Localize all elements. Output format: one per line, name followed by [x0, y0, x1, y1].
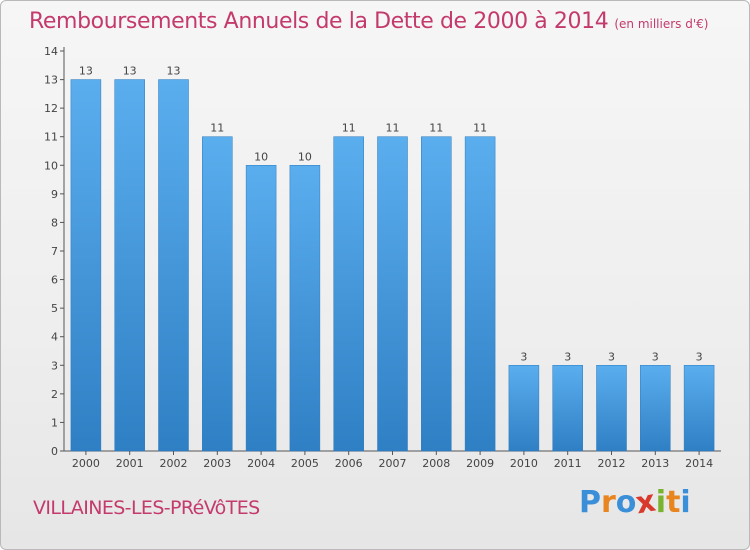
x-tick-label: 2012	[598, 457, 626, 470]
bar-data-label: 10	[254, 150, 268, 163]
y-tick-label: 4	[51, 331, 58, 344]
x-tick-label: 2000	[72, 457, 100, 470]
bar-data-label: 3	[608, 350, 615, 363]
logo-letter: r	[601, 485, 616, 520]
y-tick-label: 6	[51, 274, 58, 287]
bar-data-label: 11	[429, 122, 443, 135]
bar-data-label: 3	[564, 350, 571, 363]
bar	[508, 365, 540, 452]
chart-title-text: Remboursements Annuels de la Dette de 20…	[29, 9, 609, 34]
x-tick-label: 2011	[554, 457, 582, 470]
chart-unit-note: (en milliers d'€)	[614, 17, 709, 31]
logo-letter: i	[680, 485, 691, 520]
y-tick-label: 9	[51, 188, 58, 201]
bar	[640, 365, 671, 452]
logo-letter: i	[655, 485, 667, 520]
bar-data-label: 3	[520, 350, 527, 363]
logo-letter: o	[615, 485, 637, 520]
bar	[377, 136, 408, 452]
bar-data-label: 11	[473, 122, 487, 135]
bar	[202, 136, 233, 452]
x-tick-label: 2002	[160, 457, 188, 470]
bar-data-label: 11	[342, 122, 356, 135]
x-tick-label: 2004	[247, 457, 275, 470]
bar	[552, 365, 583, 452]
x-tick-label: 2008	[422, 457, 450, 470]
bar	[333, 136, 364, 452]
bar-data-label: 13	[123, 65, 137, 78]
y-tick-label: 8	[51, 216, 58, 229]
x-tick-label: 2006	[335, 457, 363, 470]
x-tick-label: 2010	[510, 457, 538, 470]
bar-data-label: 13	[167, 65, 181, 78]
x-tick-label: 2009	[466, 457, 494, 470]
y-tick-label: 11	[44, 131, 58, 144]
bar	[596, 365, 627, 452]
chart-title: Remboursements Annuels de la Dette de 20…	[29, 9, 708, 34]
bar	[114, 79, 145, 452]
y-tick-label: 14	[44, 45, 58, 58]
y-tick-label: 1	[51, 416, 58, 429]
x-tick-label: 2007	[379, 457, 407, 470]
logo-letter: t	[666, 485, 681, 520]
bar	[158, 79, 189, 452]
y-tick-label: 5	[51, 302, 58, 315]
y-tick-label: 0	[51, 445, 58, 458]
bar-data-label: 3	[696, 350, 703, 363]
bar	[421, 136, 452, 452]
x-tick-label: 2014	[685, 457, 713, 470]
bar-data-label: 11	[210, 122, 224, 135]
x-tick-label: 2013	[641, 457, 669, 470]
bar-data-label: 11	[386, 122, 400, 135]
bar	[289, 165, 321, 452]
x-tick-label: 2005	[291, 457, 319, 470]
bar-data-label: 10	[298, 150, 312, 163]
location-name: VILLAINES-LES-PRéVôTES	[33, 497, 260, 519]
y-tick-label: 7	[51, 245, 58, 258]
bar	[245, 165, 277, 452]
x-tick-label: 2003	[203, 457, 231, 470]
bar-data-label: 3	[652, 350, 659, 363]
y-tick-label: 12	[44, 102, 58, 115]
bar	[70, 79, 102, 452]
y-tick-label: 10	[44, 159, 58, 172]
y-tick-label: 13	[44, 74, 58, 87]
bar-data-label: 13	[79, 65, 93, 78]
proxiti-logo: Proxiti	[579, 484, 691, 522]
bar	[683, 365, 715, 452]
y-tick-label: 3	[51, 359, 58, 372]
x-tick-label: 2001	[116, 457, 144, 470]
y-tick-label: 2	[51, 388, 58, 401]
logo-letter: P	[579, 485, 601, 520]
bar	[464, 136, 496, 452]
